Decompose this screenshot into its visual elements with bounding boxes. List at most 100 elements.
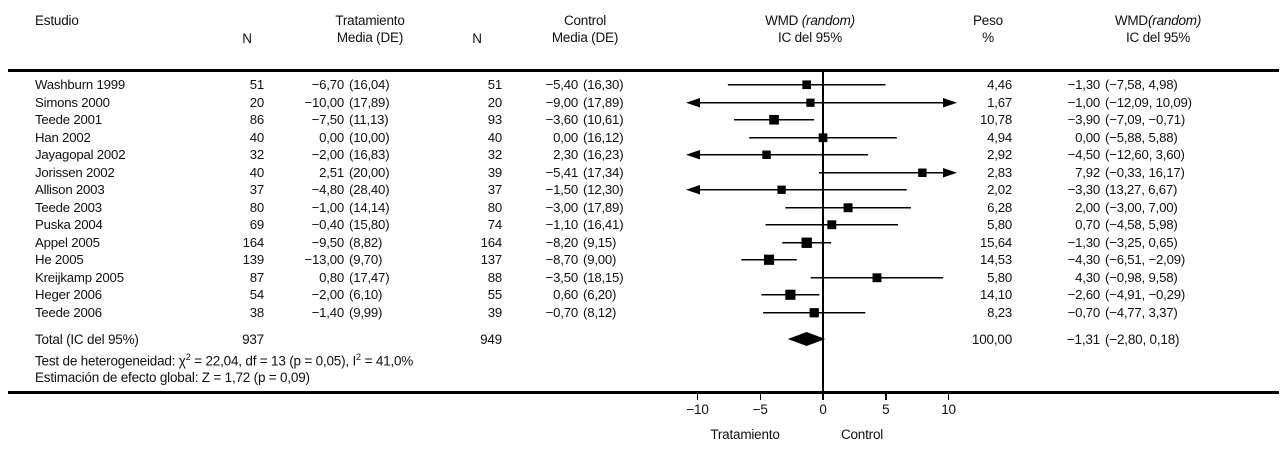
ci-plot-cell [640, 94, 960, 112]
header-wmd-plot-ci: IC del 95% [777, 30, 843, 45]
sd-control: (12,30) [583, 182, 624, 198]
point-estimate-marker [785, 289, 796, 300]
n-treatment: 32 [249, 147, 264, 163]
total-diamond-cell [640, 329, 960, 349]
study-name: Teede 2006 [35, 304, 102, 320]
weight-percent: 14,10 [979, 287, 1012, 303]
sd-treatment: (6,10) [349, 287, 383, 303]
mean-treatment: −7,50 [311, 112, 345, 128]
study-rows: Washburn 1999 51 −6,70 (16,04) 51 −5,40 (16,30… [0, 76, 1287, 321]
study-name: Allison 2003 [35, 182, 105, 198]
study-name: Teede 2001 [35, 112, 102, 128]
n-treatment: 40 [249, 164, 264, 180]
sd-treatment: (16,04) [349, 77, 390, 93]
n-treatment: 87 [249, 269, 264, 285]
ci-graphic [810, 272, 944, 282]
study-name: Jayagopal 2002 [35, 147, 126, 163]
wmd-ci: (−4,91, −0,29) [1105, 287, 1186, 303]
ci-plot-cell [640, 111, 960, 129]
mean-control: −3,00 [545, 199, 579, 215]
arrow-right-icon [943, 167, 957, 178]
mean-control: −5,41 [545, 164, 579, 180]
overall-effect-text: Estimación de efecto global: Z = 1,72 (p… [35, 370, 310, 385]
weight-percent: 15,64 [979, 234, 1012, 250]
mean-treatment: −1,40 [311, 304, 345, 320]
ci-plot-cell [640, 234, 960, 252]
point-estimate-marker [801, 237, 812, 248]
ci-graphic [761, 289, 820, 300]
point-estimate-marker [762, 150, 771, 159]
n-control: 40 [487, 129, 502, 145]
wmd-ci: (−7,58, 4,98) [1105, 77, 1178, 93]
wmd-ci: (−3,25, 0,65) [1105, 234, 1178, 250]
ci-graphic [782, 237, 832, 248]
axis-baseline-rule [8, 391, 1279, 394]
sd-treatment: (9,99) [349, 304, 383, 320]
n-control: 93 [487, 112, 502, 128]
point-estimate-marker [843, 202, 853, 212]
n-control: 51 [487, 77, 502, 93]
weight-percent: 4,46 [987, 77, 1012, 93]
wmd-value: −0,70 [1067, 304, 1101, 320]
header-divider-rule [8, 69, 1279, 72]
n-treatment: 40 [249, 129, 264, 145]
n-control: 164 [480, 234, 503, 250]
weight-percent: 10,78 [979, 112, 1012, 128]
study-row: He 2005 139 −13,00 (9,70) 137 −8,70 (9,00) 14,5… [0, 251, 1287, 269]
mean-treatment: 0,00 [319, 129, 344, 145]
total-wmd-ci: (−2,80, 0,18) [1105, 331, 1180, 347]
total-label: Total (IC del 95%) [35, 331, 139, 347]
wmd-value: −3,90 [1067, 112, 1101, 128]
header-wmd-column-ci: IC del 95% [1125, 30, 1191, 45]
header-estudio: Estudio [35, 13, 79, 28]
axis-tick-label: 10 [941, 402, 956, 417]
mean-control: −0,70 [545, 304, 579, 320]
mean-control: −3,50 [545, 269, 579, 285]
wmd-ci: (−6,51, −2,09) [1105, 252, 1186, 268]
ci-plot-cell [640, 216, 960, 234]
n-control: 74 [487, 217, 502, 233]
n-control: 37 [487, 182, 502, 198]
study-row: Han 2002 40 0,00 (10,00) 40 0,00 (16,12) 4,94 0,… [0, 129, 1287, 147]
study-name: Han 2002 [35, 129, 91, 145]
sd-control: (8,12) [583, 304, 617, 320]
mean-treatment: 0,80 [319, 269, 344, 285]
header-wmd-column-title: WMD(random) [1114, 13, 1202, 28]
sd-treatment: (20,00) [349, 164, 390, 180]
n-control: 20 [487, 94, 502, 110]
ci-plot-cell [640, 304, 960, 322]
study-row: Teede 2001 86 −7,50 (11,13) 93 −3,60 (10,61) 10… [0, 111, 1287, 129]
axis-tick-label: 5 [882, 402, 890, 417]
weight-percent: 2,83 [987, 164, 1012, 180]
weight-percent: 5,80 [987, 217, 1012, 233]
ci-graphic [686, 97, 957, 108]
ci-graphic [765, 220, 899, 230]
wmd-ci: (−12,60, 3,60) [1105, 147, 1185, 163]
point-estimate-marker [918, 168, 927, 177]
ci-graphic [749, 132, 897, 142]
wmd-value: 0,70 [1075, 217, 1100, 233]
wmd-value: −4,30 [1067, 252, 1101, 268]
point-estimate-marker [763, 254, 775, 265]
n-control: 88 [487, 269, 502, 285]
header-treatment-title: Tratamiento [335, 13, 405, 28]
point-estimate-marker [818, 132, 828, 142]
mean-treatment: −9,50 [311, 234, 345, 250]
n-treatment: 86 [249, 112, 264, 128]
n-treatment: 37 [249, 182, 264, 198]
ci-graphic [741, 254, 797, 265]
study-name: Appel 2005 [35, 234, 100, 250]
sd-control: (16,41) [583, 217, 624, 233]
weight-percent: 6,28 [987, 199, 1012, 215]
total-n-treatment: 937 [242, 331, 264, 347]
ci-plot-cell [640, 286, 960, 304]
mean-control: −8,20 [545, 234, 579, 250]
header-control-media: Media (DE) [551, 30, 619, 45]
n-control: 39 [487, 304, 502, 320]
study-row: Puska 2004 69 −0,40 (15,80) 74 −1,10 (16,41) 5,… [0, 216, 1287, 234]
mean-treatment: −10,00 [304, 94, 344, 110]
mean-treatment: −0,40 [311, 217, 345, 233]
sd-treatment: (16,83) [349, 147, 390, 163]
ci-plot-cell [640, 129, 960, 147]
n-treatment: 54 [249, 287, 264, 303]
